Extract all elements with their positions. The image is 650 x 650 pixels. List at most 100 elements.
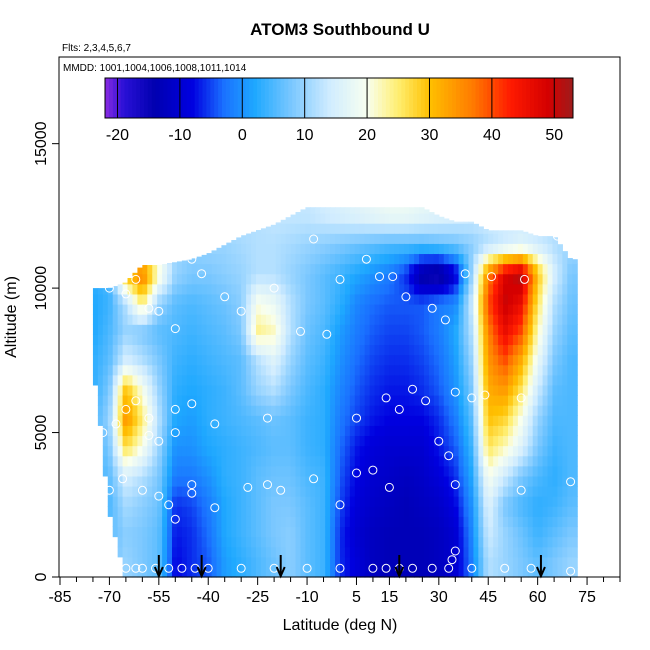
- heatmap-cell: [468, 334, 475, 346]
- heatmap-cell: [325, 384, 331, 396]
- heatmap-cell: [424, 395, 430, 406]
- heatmap-cell: [295, 253, 302, 265]
- heatmap-cell: [221, 445, 227, 457]
- heatmap-cell: [354, 405, 361, 416]
- heatmap-cell: [567, 405, 573, 416]
- heatmap-cell: [280, 354, 287, 366]
- heatmap-cell: [399, 506, 405, 517]
- heatmap-cell: [527, 475, 534, 487]
- heatmap-cell: [453, 273, 460, 285]
- heatmap-cell: [147, 395, 153, 406]
- heatmap-cell: [92, 344, 99, 356]
- heatmap-cell: [463, 293, 470, 305]
- heatmap-cell: [419, 536, 425, 548]
- heatmap-cell: [374, 324, 381, 335]
- heatmap-cell: [275, 273, 282, 285]
- heatmap-cell: [567, 258, 573, 265]
- heatmap-cell: [478, 344, 484, 356]
- heatmap-cell: [211, 395, 218, 406]
- heatmap-cell: [428, 253, 435, 265]
- heatmap-cell: [290, 334, 297, 346]
- heatmap-cell: [162, 415, 168, 426]
- observation-point: [335, 274, 345, 284]
- heatmap-cell: [488, 283, 494, 295]
- heatmap-cell: [142, 566, 148, 578]
- heatmap-cell: [315, 506, 321, 517]
- heatmap-cell: [537, 374, 544, 386]
- heatmap-cell: [310, 324, 316, 335]
- heatmap-cell: [290, 283, 297, 295]
- heatmap-cell: [468, 221, 475, 224]
- heatmap-cell: [414, 546, 420, 558]
- flight-arrow: [536, 555, 546, 579]
- heatmap-cell: [522, 506, 529, 517]
- colorbar-segment: [491, 78, 496, 118]
- heatmap-cell: [374, 207, 381, 214]
- heatmap-cell: [152, 273, 158, 285]
- heatmap-cell: [547, 236, 554, 244]
- observation-point: [500, 563, 510, 573]
- heatmap-cell: [260, 516, 267, 528]
- heatmap-cell: [211, 556, 218, 568]
- heatmap-cell: [147, 435, 153, 447]
- heatmap-cell: [552, 384, 559, 396]
- heatmap-cell: [325, 516, 331, 528]
- heatmap-cell: [127, 435, 134, 447]
- heatmap-cell: [453, 405, 460, 416]
- heatmap-cell: [503, 384, 509, 396]
- heatmap-cell: [275, 435, 282, 447]
- heatmap-cell: [399, 223, 405, 234]
- heatmap-cell: [167, 344, 173, 356]
- heatmap-cell: [330, 566, 336, 578]
- heatmap-cell: [374, 415, 381, 426]
- heatmap-cell: [503, 415, 509, 426]
- heatmap-cell: [167, 435, 173, 447]
- heatmap-cell: [419, 506, 425, 517]
- heatmap-cell: [246, 364, 252, 376]
- heatmap-cell: [211, 405, 218, 416]
- heatmap-cell: [522, 486, 529, 497]
- heatmap-cell: [419, 207, 425, 214]
- observation-point: [444, 451, 454, 461]
- heatmap-cell: [428, 354, 435, 366]
- heatmap-cell: [428, 425, 435, 437]
- heatmap-cell: [172, 334, 178, 346]
- heatmap-cell: [483, 233, 489, 244]
- colorbar-segment: [510, 78, 515, 118]
- heatmap-cell: [186, 324, 193, 335]
- colorbar-segment: [522, 78, 527, 118]
- colorbar-segment: [413, 78, 418, 118]
- heatmap-cell: [552, 435, 559, 447]
- heatmap-cell: [275, 293, 282, 305]
- heatmap-cell: [399, 486, 405, 497]
- colorbar-segment: [268, 78, 274, 118]
- heatmap-cell: [142, 445, 148, 457]
- heatmap-cell: [468, 283, 475, 295]
- heatmap-cell: [275, 314, 282, 325]
- heatmap-cell: [478, 496, 484, 507]
- heatmap-cell: [458, 223, 465, 234]
- heatmap-cell: [310, 283, 316, 295]
- heatmap-cell: [256, 395, 262, 406]
- heatmap-cell: [275, 486, 282, 497]
- heatmap-cell: [404, 526, 410, 538]
- heatmap-cell: [191, 526, 198, 538]
- heatmap-cell: [384, 465, 391, 477]
- heatmap-cell: [97, 384, 104, 396]
- heatmap-cell: [335, 213, 341, 224]
- x-tick-label: 60: [529, 589, 547, 606]
- heatmap-cell: [211, 304, 218, 315]
- colorbar-segment: [381, 78, 387, 118]
- heatmap-cell: [290, 465, 297, 477]
- heatmap-cell: [354, 314, 361, 325]
- colorbar-tick-label: 40: [483, 127, 501, 144]
- heatmap-cell: [172, 486, 178, 497]
- heatmap-cell: [512, 364, 519, 376]
- heatmap-cell: [493, 253, 499, 265]
- heatmap-cell: [379, 314, 386, 325]
- heatmap-cell: [285, 496, 292, 507]
- heatmap-cell: [409, 536, 415, 548]
- heatmap-cell: [384, 253, 391, 265]
- heatmap-cell: [473, 405, 479, 416]
- heatmap-cell: [453, 546, 460, 558]
